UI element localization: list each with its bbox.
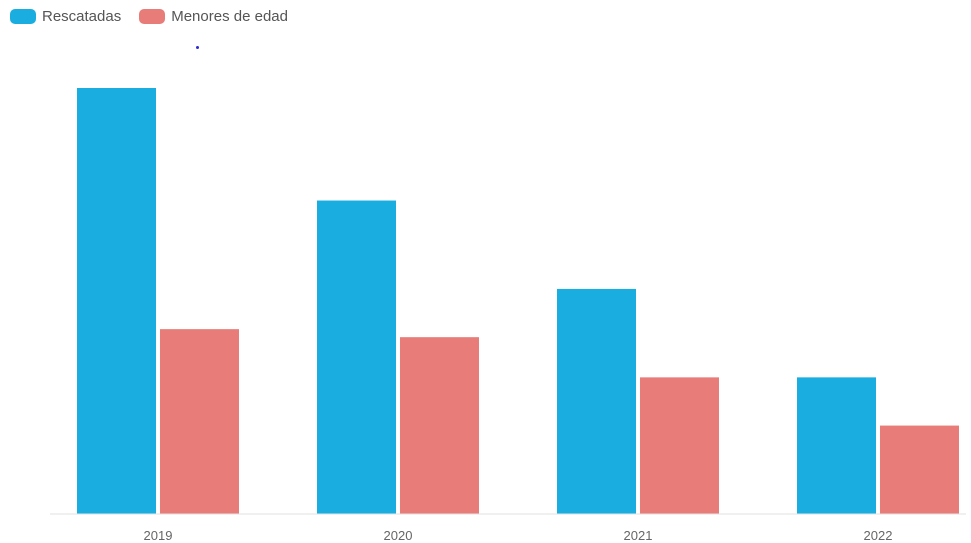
x-tick-label-2020: 2020 <box>384 528 413 543</box>
x-tick-label-2021: 2021 <box>624 528 653 543</box>
x-tick-labels: 2019 2020 2021 2022 <box>144 528 893 543</box>
legend-swatch-rescatadas <box>10 9 36 24</box>
bar-menores-2021[interactable] <box>640 377 719 514</box>
legend-item-rescatadas[interactable]: Rescatadas <box>10 8 121 25</box>
x-tick-label-2019: 2019 <box>144 528 173 543</box>
x-tick-label-2022: 2022 <box>864 528 893 543</box>
bar-menores-2020[interactable] <box>400 337 479 514</box>
legend-swatch-menores <box>139 9 166 24</box>
bar-menores-2022[interactable] <box>880 425 959 514</box>
bar-rescatadas-2020[interactable] <box>317 200 396 514</box>
bar-rescatadas-2021[interactable] <box>557 288 636 514</box>
legend: Rescatadas Menores de edad <box>10 8 288 25</box>
legend-label-menores: Menores de edad <box>171 8 288 25</box>
legend-label-rescatadas: Rescatadas <box>42 8 122 25</box>
bar-rescatadas-2022[interactable] <box>797 377 876 514</box>
bars-group <box>77 88 959 514</box>
bar-menores-2019[interactable] <box>160 329 239 514</box>
legend-item-menores[interactable]: Menores de edad <box>139 8 288 25</box>
stray-dot <box>196 46 199 49</box>
bar-rescatadas-2019[interactable] <box>77 88 156 514</box>
